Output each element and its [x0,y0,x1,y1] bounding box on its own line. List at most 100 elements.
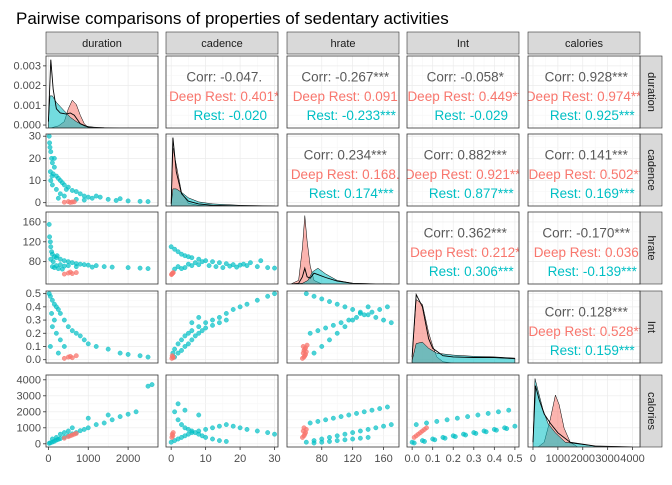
point-rest [223,438,229,444]
facet-label-Int: Int [457,38,469,50]
point-rest [73,330,79,336]
point-rest [179,422,184,427]
density-total [532,385,633,447]
panel-border [527,55,641,129]
panel-cadence-calories: Corr: 0.141*** Deep Rest: 0.502** Rest: 0.… [527,133,641,207]
panel-background [166,212,278,284]
panel-background [166,134,278,206]
panel-border [527,133,641,207]
point-rest [199,328,205,334]
point-rest [230,423,236,429]
panel-background [46,291,158,363]
point-rest [179,337,184,343]
point-rest [105,346,111,352]
point-rest [422,438,427,444]
point-rest [311,350,317,356]
x-tick-label: 30 [268,453,280,465]
point-rest [357,435,363,441]
panel-cadence-cadence [165,133,279,207]
point-rest [46,222,52,227]
point-rest [49,324,55,330]
point-rest [109,417,115,423]
point-rest [196,256,202,262]
point-deep-rest [71,199,77,205]
corr-deep-rest: Deep Rest: 0.401* [169,89,280,104]
point-rest [307,420,313,426]
point-rest [196,324,202,330]
point-rest [77,333,83,339]
point-rest [210,259,215,265]
x-tick-label: 0.5 [507,453,522,465]
point-rest [85,425,91,431]
point-rest [172,409,178,415]
panel-background [528,56,640,128]
panel-border [165,133,279,207]
point-rest [57,262,63,268]
point-rest [424,420,429,426]
point-rest [47,344,53,349]
corr-rest: Rest: 0.925*** [550,108,636,123]
point-rest [350,430,356,435]
point-rest [272,291,277,297]
point-deep-rest [61,199,67,205]
panel-cadence-duration [45,133,159,207]
point-deep-rest [73,353,79,359]
point-rest [49,311,54,316]
panel-border [406,133,520,207]
corr-overall: Corr: -0.058* [427,70,505,85]
point-rest [350,307,356,312]
point-rest [504,426,510,431]
y-tick-label: 3000 [17,390,41,402]
y-tick-label: 120 [23,236,41,248]
point-rest [210,317,215,323]
point-rest [57,436,63,441]
point-rest [203,426,209,432]
corr-overall: Corr: -0.047. [186,70,262,85]
point-rest [59,266,65,272]
point-rest [185,341,191,347]
point-rest [47,239,53,245]
y-tick-label: 0 [35,197,41,209]
point-rest [307,330,313,336]
point-rest [213,264,219,270]
panel-border [406,55,520,129]
x-tick-label: 160 [374,453,392,465]
point-rest [463,432,468,438]
corr-overall: Corr: 0.928*** [545,70,629,85]
y-tick-label: 0.003 [13,60,41,72]
facet-strip-cadence [165,31,279,55]
facet-label-row-cadence: cadence [645,149,657,191]
point-rest [357,428,363,434]
point-rest [51,155,57,161]
y-tick-label: 0.002 [13,80,41,92]
corr-rest: Rest: -0.029 [434,108,508,123]
corr-deep-rest: Deep Rest: 0.974*** [526,89,648,104]
point-rest [125,411,131,417]
point-rest [179,348,184,353]
point-rest [230,307,236,312]
x-tick-label: 20 [234,453,246,465]
panel-border [165,55,279,129]
point-rest [168,244,174,250]
point-rest [179,266,184,272]
point-rest [48,256,54,262]
corr-rest: Rest: 0.169*** [550,186,636,201]
point-rest [327,438,332,444]
point-rest [223,422,229,427]
panel-background [407,212,519,284]
point-rest [125,265,131,271]
point-rest [241,261,246,267]
point-rest [175,417,181,423]
point-rest [145,266,151,272]
facet-label-row-hrate: hrate [645,235,657,260]
point-rest [189,320,195,326]
point-rest [319,296,325,302]
point-deep-rest [170,355,176,361]
panel-border [286,290,400,364]
point-rest [319,439,325,445]
panel-border [286,374,400,448]
point-rest [53,330,59,336]
point-rest [61,258,67,264]
point-rest [342,431,348,437]
point-rest [117,196,123,202]
